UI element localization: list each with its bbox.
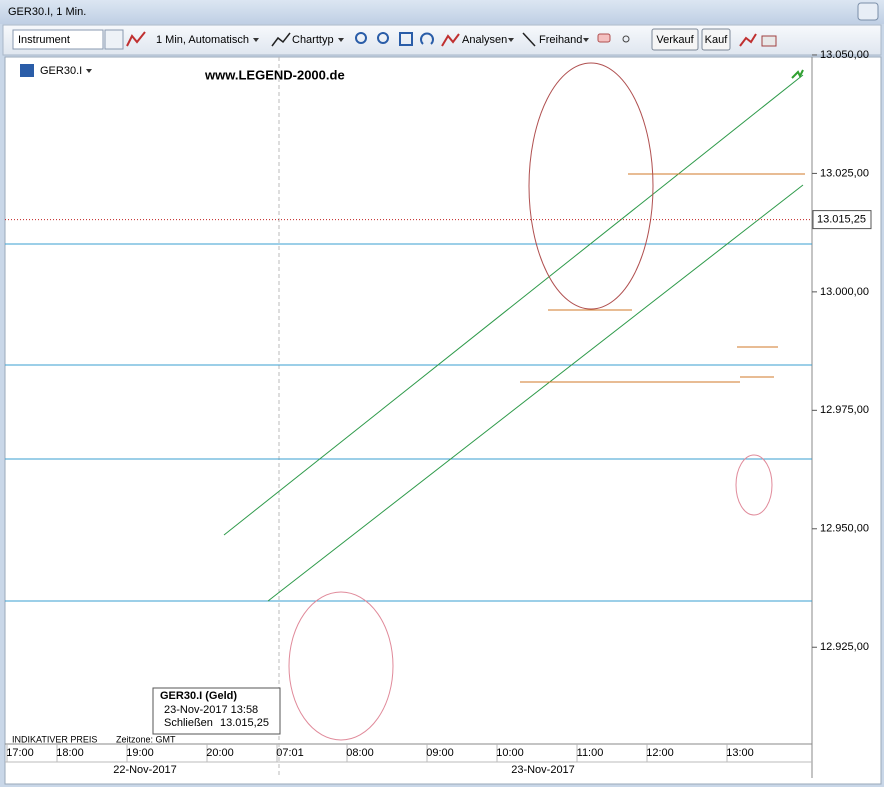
highlight-ellipse	[735, 454, 773, 516]
x-tick-label: 19:00	[126, 747, 154, 759]
info-title: GER30.I (Geld)	[160, 690, 237, 702]
x-tick-label: 12:00	[646, 747, 674, 759]
y-tick-label: 13.000,00	[820, 286, 869, 298]
instrument-icon	[20, 64, 34, 77]
y-tick-label: 12.975,00	[820, 404, 869, 416]
x-tick-label: 09:00	[426, 747, 454, 759]
x-tick-label: 08:00	[346, 747, 374, 759]
refresh-icon[interactable]	[420, 32, 434, 45]
crosshair-icon[interactable]	[622, 35, 630, 43]
instrument-placeholder: Instrument	[18, 34, 70, 46]
print-icon[interactable]	[761, 35, 777, 47]
channel-line	[223, 74, 804, 536]
dropdown-arrow	[508, 38, 514, 42]
title-bar	[0, 0, 884, 24]
charttype-icon	[271, 32, 291, 47]
dropdown-arrow	[583, 38, 589, 42]
date-label: 22-Nov-2017	[113, 764, 177, 776]
close-button[interactable]	[857, 2, 879, 21]
window-title: GER30.I, 1 Min.	[8, 6, 86, 18]
y-tick-label: 12.950,00	[820, 523, 869, 535]
zoom-in[interactable]	[355, 32, 367, 44]
compare-icon[interactable]	[126, 31, 146, 47]
toolbar	[2, 24, 882, 56]
x-tick-label: 18:00	[56, 747, 84, 759]
freehand-icon	[522, 32, 536, 47]
eraser-icon[interactable]	[597, 33, 611, 43]
x-tick-label: 10:00	[496, 747, 524, 759]
last-price-box	[812, 210, 872, 230]
dropdown-arrow	[253, 38, 259, 42]
timezone-note: Zeitzone: GMT	[116, 734, 176, 744]
watermark: www.LEGEND-2000.de	[204, 67, 345, 82]
info-close-value: 13.015,25	[220, 717, 269, 729]
last-price-label: 13.015,25	[817, 214, 866, 226]
price-note: INDIKATIVER PREIS	[12, 734, 97, 744]
signal-icon	[791, 69, 804, 79]
instrument-browse[interactable]	[104, 29, 124, 50]
indicator-icon[interactable]	[739, 33, 757, 47]
y-tick-label: 13.050,00	[820, 49, 869, 61]
legend-dropdown[interactable]	[86, 69, 92, 73]
channel-line	[267, 184, 804, 602]
drawings	[5, 62, 812, 741]
dropdown-arrow	[338, 38, 344, 42]
x-tick-label: 07:01	[276, 747, 304, 759]
sell-label: Verkauf	[656, 34, 694, 46]
instrument-input[interactable]	[12, 29, 104, 50]
y-tick-label: 13.025,00	[820, 167, 869, 179]
analyses-icon	[441, 33, 460, 47]
x-tick-label: 17:00	[6, 747, 34, 759]
chart-panel	[4, 56, 882, 785]
sell-button[interactable]	[651, 28, 699, 51]
highlight-ellipse	[288, 591, 394, 741]
freehand-dropdown[interactable]: Freihand	[539, 34, 582, 46]
buy-button[interactable]	[701, 28, 731, 51]
analyses-dropdown[interactable]: Analysen	[462, 34, 507, 46]
zoom-out[interactable]	[377, 32, 389, 44]
x-tick-label: 11:00	[577, 747, 604, 759]
x-tick-label: 13:00	[726, 747, 754, 759]
y-tick-label: 12.925,00	[820, 641, 869, 653]
info-box	[152, 687, 281, 735]
info-close-label: Schließen	[164, 717, 213, 729]
highlight-ellipse	[528, 62, 654, 310]
legend-entry: GER30.I	[40, 65, 82, 77]
interval-dropdown[interactable]: 1 Min, Automatisch	[156, 34, 249, 46]
buy-label: Kauf	[705, 34, 729, 46]
x-tick-label: 20:00	[206, 747, 234, 759]
date-label: 23-Nov-2017	[511, 764, 575, 776]
fit-icon[interactable]	[399, 32, 413, 46]
info-date: 23-Nov-2017 13:58	[164, 704, 258, 716]
charttype-dropdown[interactable]: Charttyp	[292, 34, 334, 46]
